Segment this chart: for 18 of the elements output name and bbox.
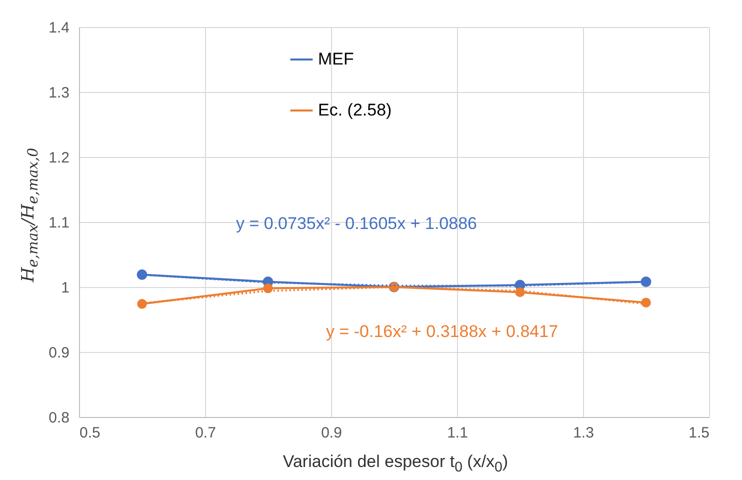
x-tick-label: 1.1 [447,424,468,442]
y-tick-label: 1.3 [48,84,70,102]
y-tick-label: 0.8 [48,410,70,426]
annotation: y = -0.16x² + 0.3188x + 0.8417 [326,322,558,341]
legend-label: Ec. (2.58) [318,100,392,120]
y-tick-label: 1.2 [48,150,70,166]
x-tick-label: 1.3 [573,424,594,442]
legend-label: MEF [318,50,354,68]
y-tick-label: 0.9 [48,344,70,362]
y-tick-label: 1.1 [48,214,70,232]
x-tick-label: 0.7 [195,424,216,442]
x-tick-label: 1.5 [688,424,710,442]
y-tick-label: 1.4 [48,20,70,36]
y-tick-label: 1 [61,280,70,296]
annotation: y = 0.0735x² - 0.1605x + 1.0886 [236,214,478,233]
x-axis-title: Variación del espesor t$_{0}$ (x/x$_{0}$) [282,452,510,476]
x-tick-label: 0.9 [321,424,342,442]
x-tick-label: 0.5 [80,424,100,442]
